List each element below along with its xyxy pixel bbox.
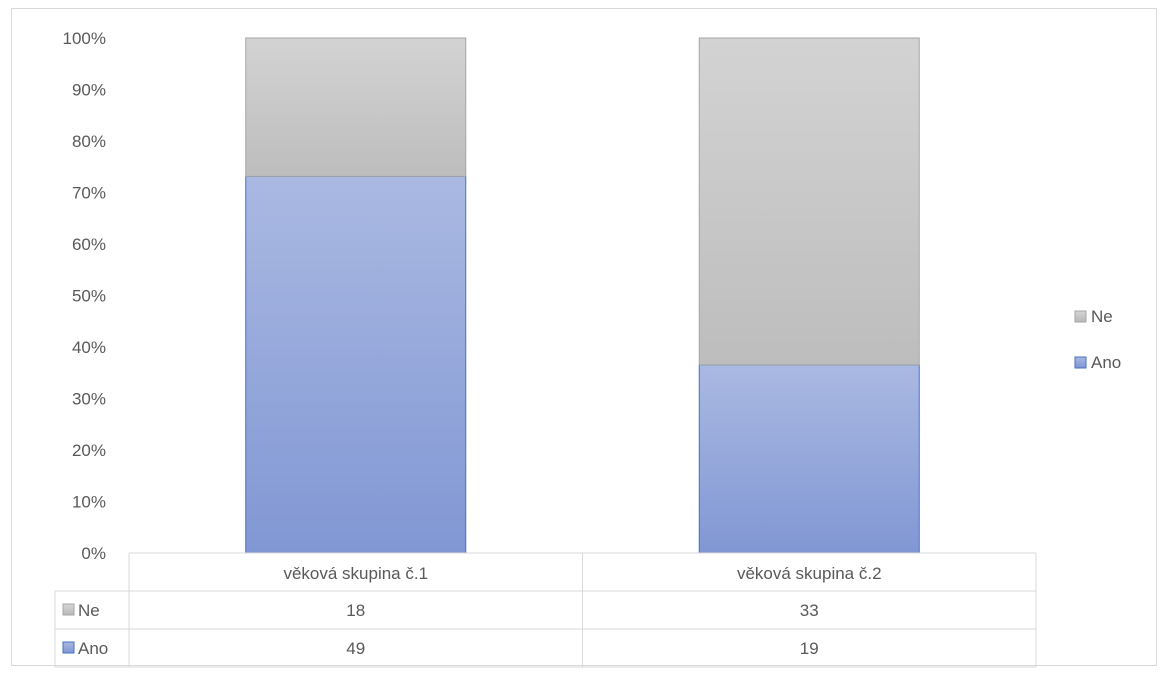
bars: [245, 37, 920, 554]
y-tick-label: 70%: [72, 184, 106, 203]
y-axis: 0% 10% 20% 30% 40% 50% 60% 70% 80% 90% 100%: [63, 29, 106, 563]
y-tick-label: 80%: [72, 132, 106, 151]
legend-label: Ano: [1091, 353, 1121, 372]
table-cell-value: 49: [346, 639, 365, 658]
table-row-label: Ano: [78, 639, 108, 658]
y-tick-label: 30%: [72, 390, 106, 409]
chart-frame: [11, 8, 1157, 666]
bar-segment-ne-2: [698, 37, 920, 366]
y-tick-label: 10%: [72, 493, 106, 512]
data-table: věková skupina č.1 věková skupina č.2 Ne 18…: [54, 552, 1037, 668]
bar-segment-ano-1: [245, 175, 467, 554]
table-row-label: Ne: [78, 601, 100, 620]
y-tick-label: 40%: [72, 338, 106, 357]
category-label: věková skupina č.2: [737, 564, 882, 583]
table-swatch-ano: [62, 641, 75, 654]
category-label: věková skupina č.1: [283, 564, 428, 583]
y-tick-label: 20%: [72, 441, 106, 460]
table-swatch-ne: [62, 603, 75, 616]
y-tick-label: 100%: [63, 29, 106, 48]
bar-segment-ano-2: [698, 364, 920, 554]
y-tick-label: 0%: [81, 544, 106, 563]
legend-label: Ne: [1091, 307, 1113, 326]
y-tick-label: 60%: [72, 235, 106, 254]
legend-swatch-ne: [1074, 310, 1087, 323]
table-cell-value: 18: [346, 601, 365, 620]
y-tick-label: 50%: [72, 287, 106, 306]
legend: Ne Ano: [1074, 307, 1121, 372]
bar-segment-ne-1: [245, 37, 467, 177]
legend-swatch-ano: [1074, 356, 1087, 369]
y-tick-label: 90%: [72, 81, 106, 100]
table-cell-value: 33: [800, 601, 819, 620]
table-cell-value: 19: [800, 639, 819, 658]
